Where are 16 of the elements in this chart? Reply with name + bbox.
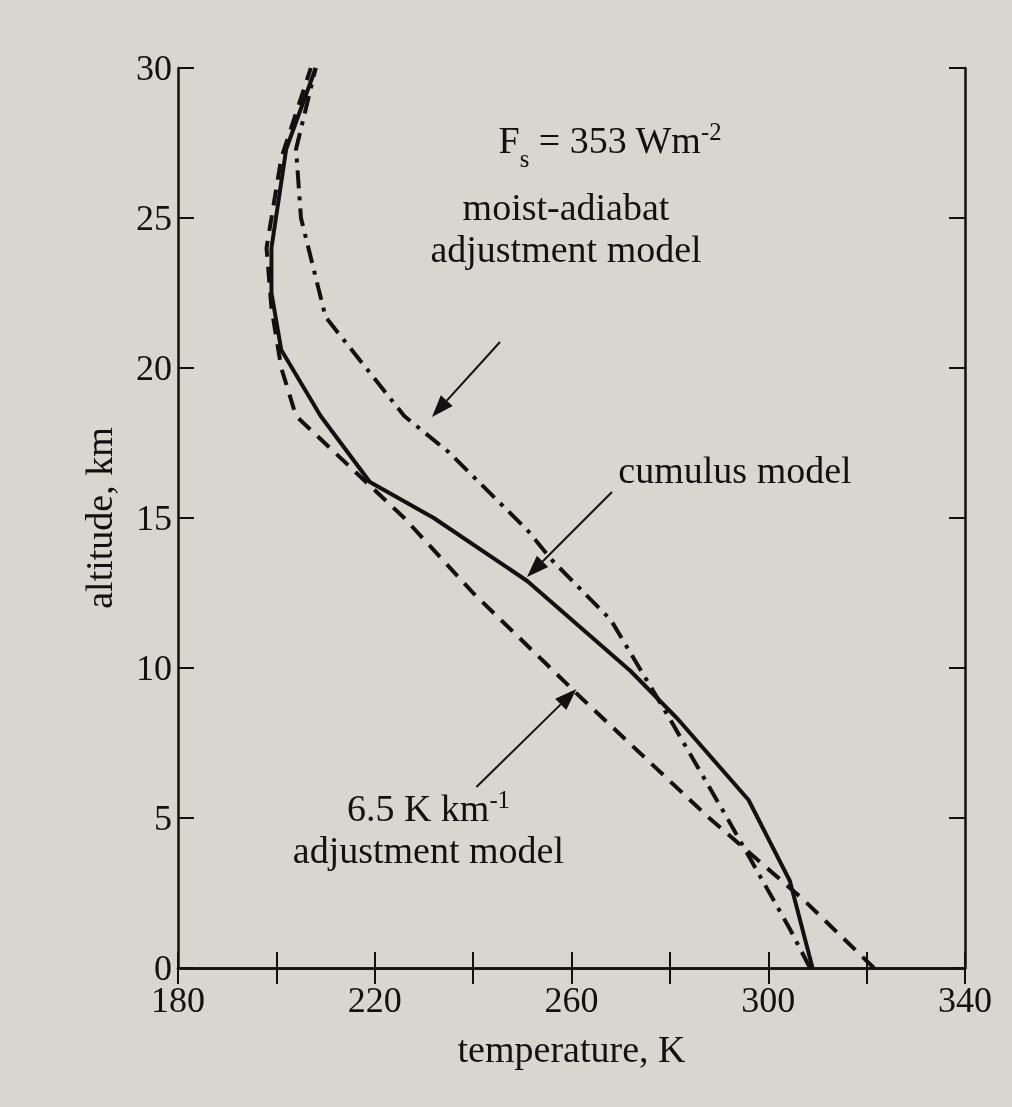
- annotation: cumulus model: [618, 449, 852, 492]
- y-tick-label: 5: [154, 798, 172, 838]
- x-tick-label: 260: [544, 980, 599, 1020]
- y-tick-label: 15: [136, 498, 172, 538]
- x-tick-label: 220: [347, 980, 402, 1020]
- y-axis-title: altitude, km: [78, 427, 120, 609]
- annotation: moist-adiabat adjustment model: [430, 186, 702, 271]
- y-tick-label: 20: [136, 348, 172, 388]
- x-tick-label: 300: [741, 980, 796, 1020]
- y-tick-label: 10: [136, 648, 172, 688]
- annotation: 6.5 K km$^{-1}$ adjustment model: [292, 785, 565, 872]
- y-tick-label: 25: [136, 198, 172, 238]
- x-tick-label: 340: [938, 980, 992, 1020]
- annotation: F$_{s}$ = 353 Wm$^{-2}$: [498, 117, 722, 172]
- y-tick-label: 30: [136, 48, 172, 88]
- x-axis-title: temperature, K: [457, 1028, 686, 1070]
